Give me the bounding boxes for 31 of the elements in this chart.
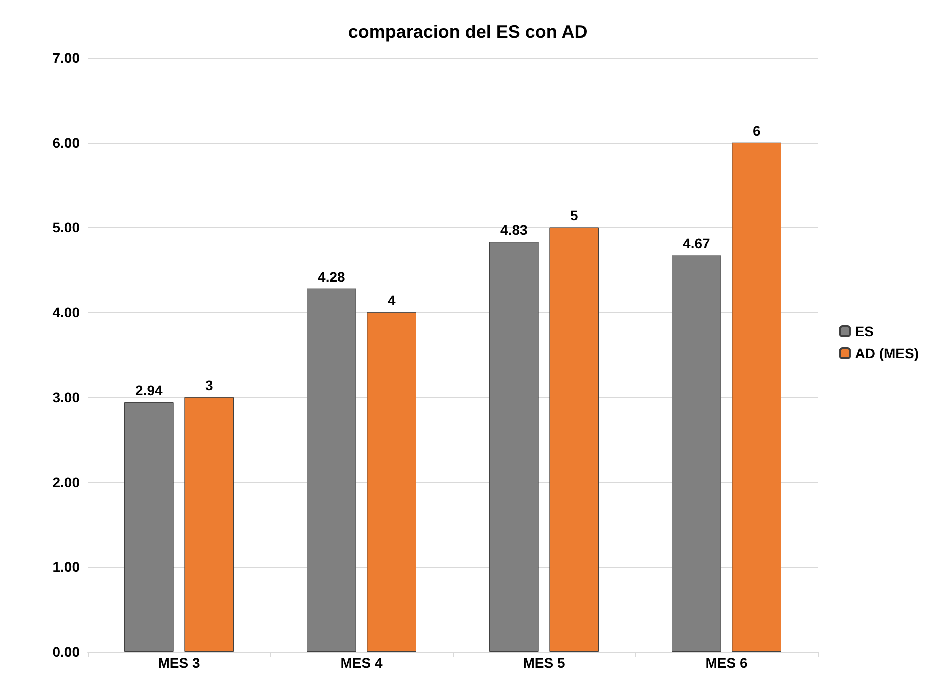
data-label: 5 — [570, 208, 578, 224]
data-label: 4.28 — [318, 268, 346, 285]
data-label: 6 — [752, 122, 761, 139]
bar — [307, 288, 356, 652]
legend-label: AD (MES) — [855, 346, 920, 362]
data-label: 4.83 — [500, 222, 528, 238]
bar — [550, 228, 599, 652]
y-tick-label: 4.00 — [52, 304, 80, 321]
data-label: 2.94 — [136, 382, 163, 399]
y-tick-label: 5.00 — [52, 220, 80, 236]
y-tick-label: 3.00 — [52, 389, 80, 406]
chart-title: comparacion del ES con AD — [348, 22, 588, 42]
data-label: 4 — [388, 292, 396, 309]
data-label: 4.67 — [683, 236, 710, 252]
bar — [490, 242, 539, 652]
x-tick-label: MES 5 — [523, 655, 566, 671]
bar — [184, 397, 234, 652]
x-tick-label: MES 3 — [158, 655, 200, 671]
bar — [732, 142, 782, 652]
y-tick-label: 0.00 — [52, 644, 80, 660]
legend-label: ES — [855, 324, 874, 340]
x-tick-label: MES 6 — [706, 655, 748, 671]
y-tick-label: 6.00 — [52, 134, 80, 151]
data-label: 3 — [205, 377, 214, 394]
y-tick-label: 7.00 — [52, 50, 80, 66]
bar — [367, 312, 416, 652]
bar — [124, 402, 174, 652]
bar — [672, 256, 722, 652]
x-tick-label: MES 4 — [340, 655, 383, 671]
y-tick-label: 2.00 — [52, 474, 80, 490]
y-tick-label: 1.00 — [52, 559, 80, 576]
